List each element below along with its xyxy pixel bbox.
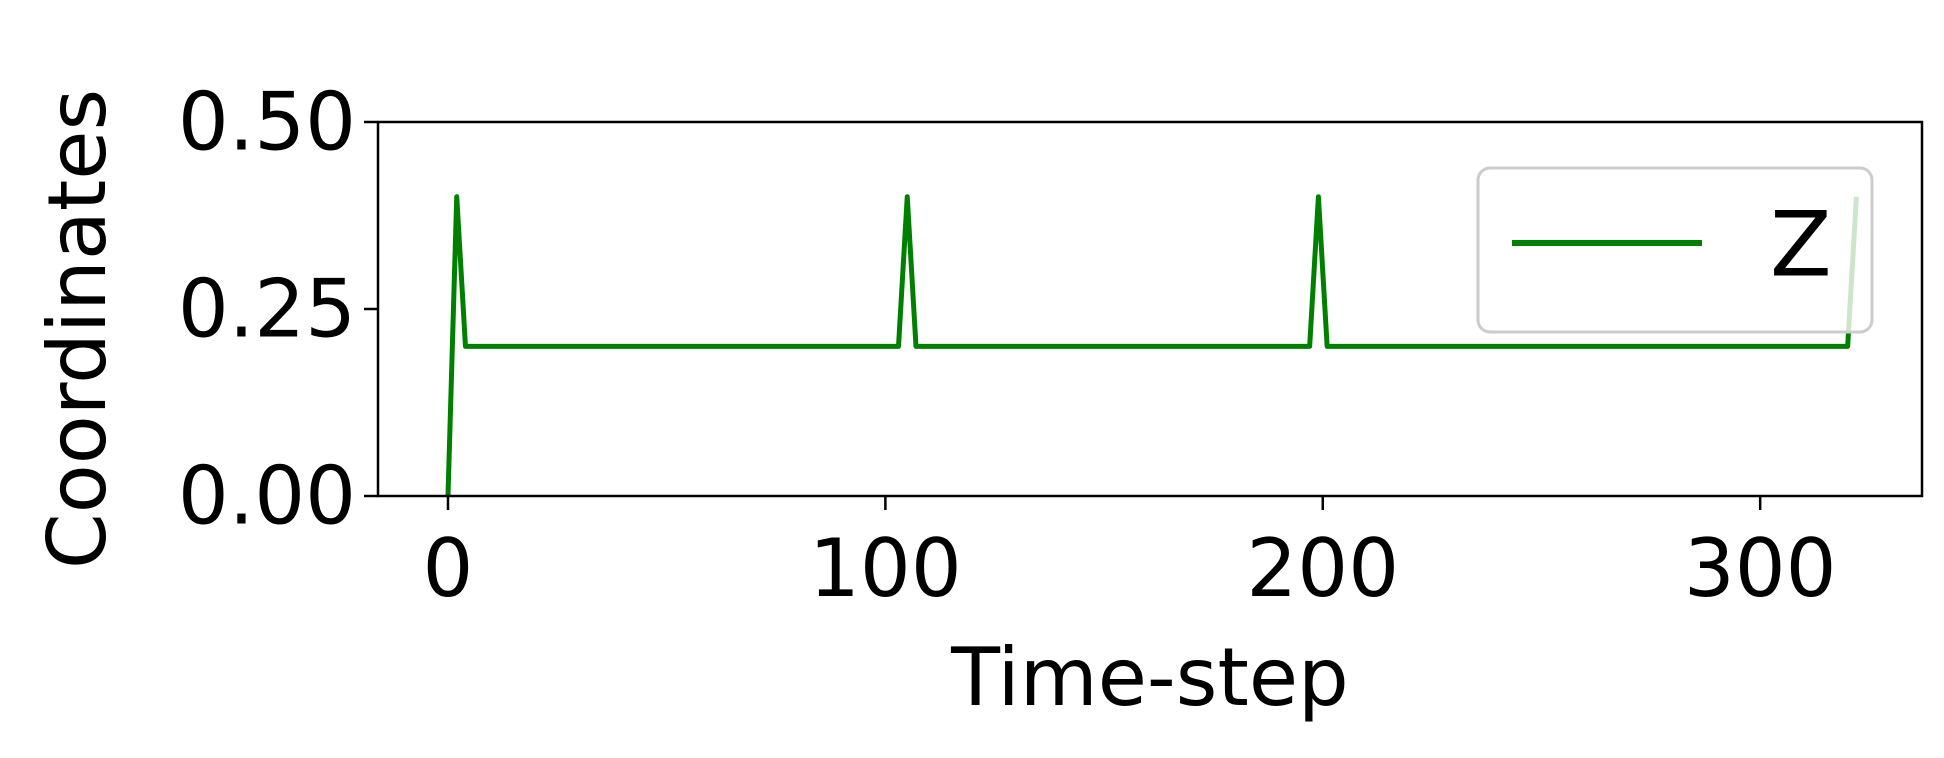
series-layer	[445, 194, 1859, 497]
x-tick-label: 200	[1246, 522, 1399, 615]
y-axis-label: Coordinates	[31, 89, 124, 569]
y-tick-label: 0.00	[178, 450, 356, 543]
x-tick-label: 0	[423, 522, 474, 615]
x-axis-label: Time-step	[950, 631, 1349, 724]
plot-frame	[376, 120, 1924, 498]
series-line-z	[445, 194, 1859, 497]
x-tick-label: 300	[1684, 522, 1837, 615]
legend: Z	[1476, 166, 1874, 334]
legend-label-z: Z	[1770, 193, 1832, 298]
y-tick-label: 0.25	[178, 263, 356, 356]
ticks-layer: 0 100 200 300 0.00 0.25 0.50	[178, 76, 1837, 616]
x-tick-label: 100	[809, 522, 962, 615]
y-tick-label: 0.50	[178, 76, 356, 169]
legend-box	[1476, 166, 1874, 334]
